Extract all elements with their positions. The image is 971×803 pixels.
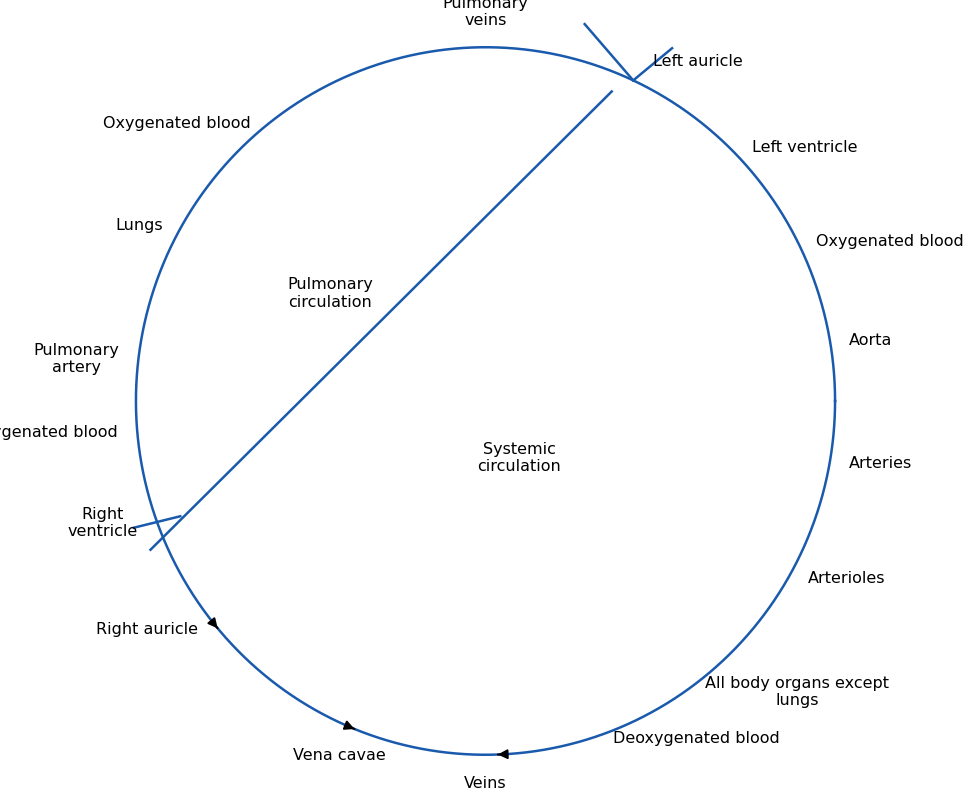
- Text: Vena cavae: Vena cavae: [293, 747, 385, 762]
- Text: Oxygenated blood: Oxygenated blood: [817, 234, 964, 249]
- Text: Oxygenated blood: Oxygenated blood: [103, 116, 251, 131]
- Text: Deoxygenated blood: Deoxygenated blood: [0, 425, 117, 440]
- Text: Left auricle: Left auricle: [653, 55, 743, 69]
- Text: Deoxygenated blood: Deoxygenated blood: [613, 730, 780, 745]
- Text: Pulmonary
circulation: Pulmonary circulation: [287, 277, 373, 309]
- Text: Right auricle: Right auricle: [96, 621, 198, 636]
- Text: All body organs except
lungs: All body organs except lungs: [705, 675, 889, 707]
- Text: Pulmonary
artery: Pulmonary artery: [33, 342, 119, 375]
- Text: Systemic
circulation: Systemic circulation: [478, 442, 561, 474]
- Text: Arteries: Arteries: [850, 455, 913, 471]
- Text: Pulmonary
veins: Pulmonary veins: [443, 0, 528, 28]
- Text: Lungs: Lungs: [116, 218, 163, 232]
- Text: Arterioles: Arterioles: [808, 571, 886, 585]
- Text: Aorta: Aorta: [850, 332, 892, 348]
- Text: Left ventricle: Left ventricle: [753, 141, 857, 155]
- Text: Right
ventricle: Right ventricle: [67, 506, 138, 539]
- Text: Veins: Veins: [464, 775, 507, 790]
